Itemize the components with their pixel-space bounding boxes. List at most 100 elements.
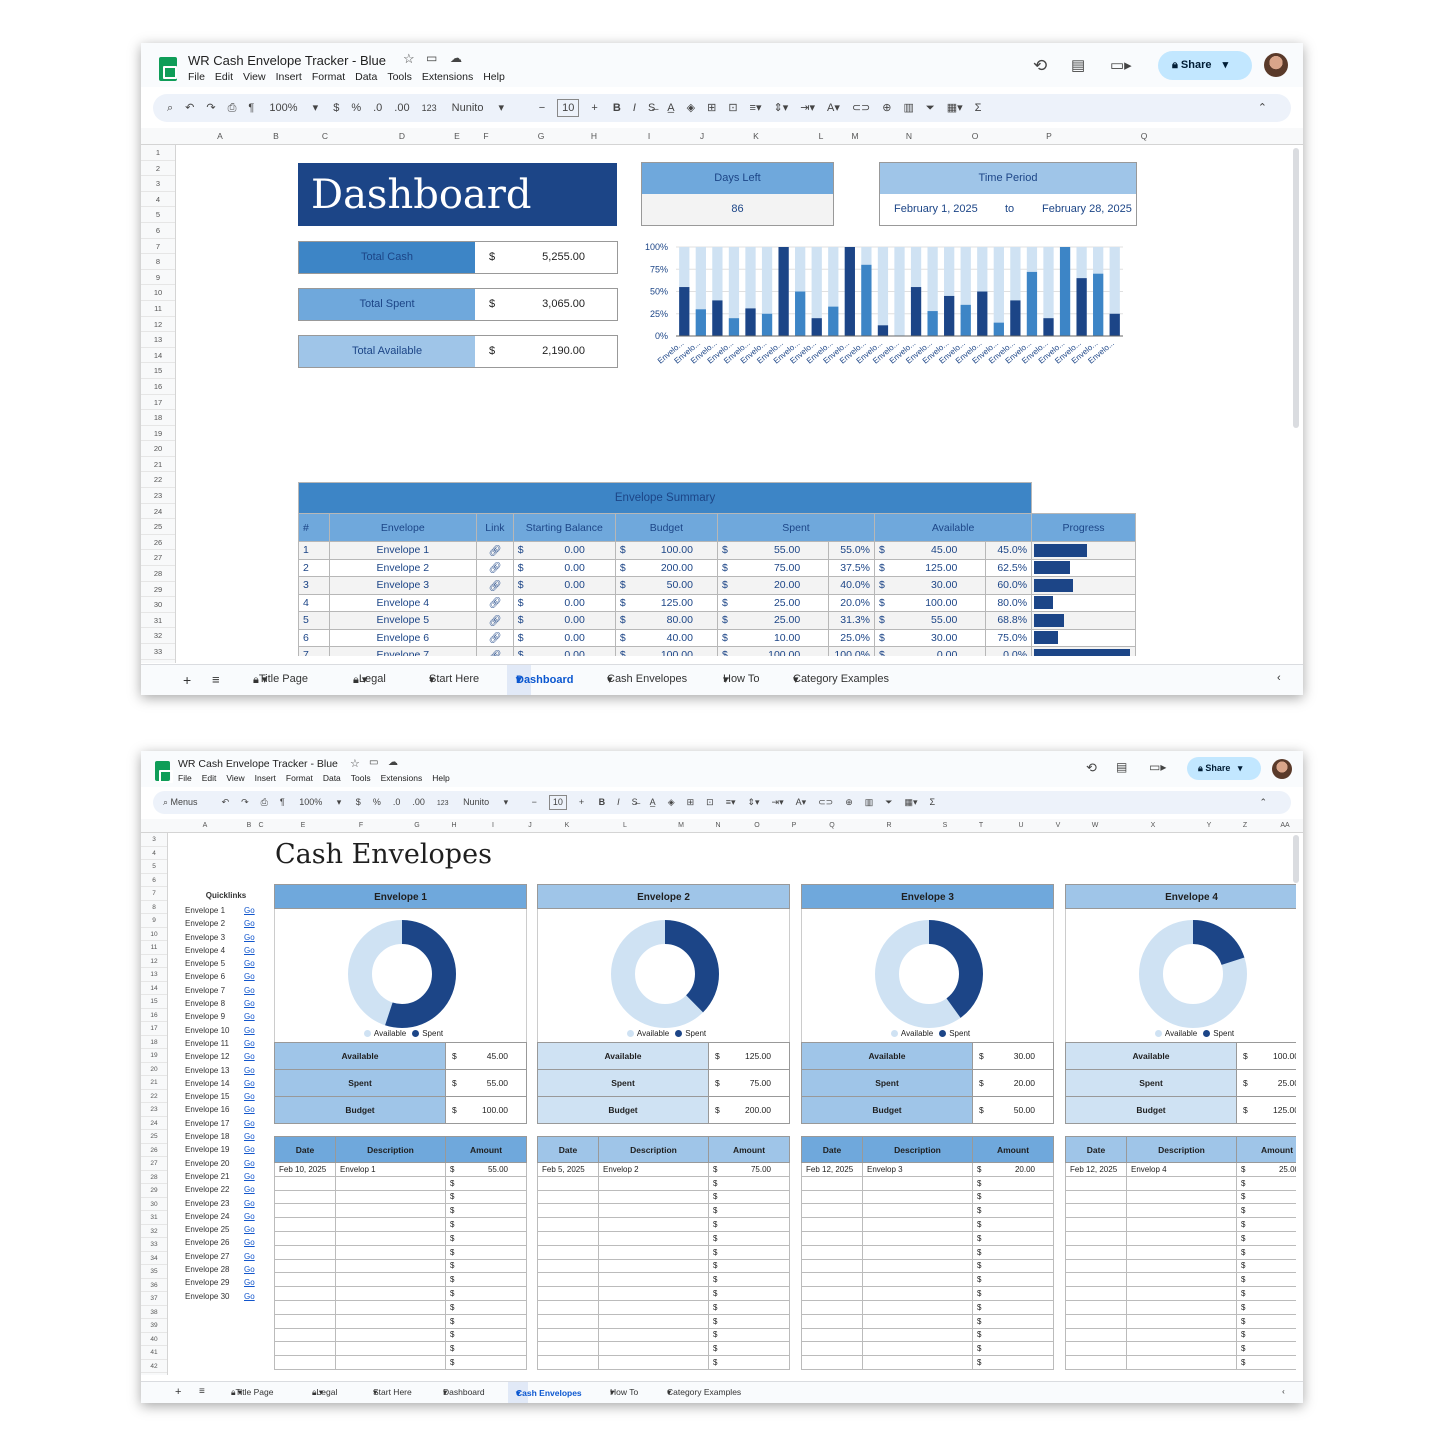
link-icon[interactable]: 🔗︎ (476, 541, 514, 560)
empty-cell[interactable] (1126, 1286, 1237, 1301)
empty-cell[interactable] (986, 1355, 1054, 1370)
empty-cell[interactable] (1065, 1175, 1127, 1191)
column-header[interactable]: Q (1140, 131, 1148, 141)
link-icon[interactable]: 🔗︎ (476, 558, 514, 577)
column-header[interactable]: G (414, 822, 420, 829)
empty-cell[interactable] (459, 1175, 527, 1191)
empty-cell[interactable] (274, 1230, 336, 1246)
menu-edit[interactable]: Edit (201, 773, 217, 783)
empty-cell[interactable] (1250, 1244, 1296, 1260)
row-header[interactable]: 27 (141, 550, 175, 567)
empty-cell[interactable] (598, 1258, 709, 1274)
transaction-row[interactable]: $ (537, 1175, 790, 1191)
valign-icon[interactable]: ⇕▾ (747, 797, 760, 807)
strikethrough-icon[interactable]: S̶ (647, 102, 656, 114)
transaction-row[interactable]: $ (801, 1230, 1054, 1246)
history-icon[interactable]: ⟲ (1086, 760, 1097, 775)
tab-category-examples[interactable]: Category Examples ▾ (667, 1387, 742, 1397)
row-header[interactable]: 27 (141, 1157, 167, 1171)
empty-cell[interactable] (459, 1258, 527, 1274)
meet-icon[interactable]: ▭▸ (1110, 57, 1132, 74)
empty-cell[interactable] (459, 1341, 527, 1357)
vertical-scrollbar[interactable] (1293, 148, 1299, 428)
doc-title[interactable]: WR Cash Envelope Tracker - Blue (188, 53, 386, 68)
transaction-row[interactable]: $ (537, 1327, 790, 1343)
valign-icon[interactable]: ⇕▾ (773, 102, 789, 114)
row-header[interactable]: 37 (141, 1292, 167, 1306)
insert-comment-icon[interactable]: ⊕ (845, 797, 853, 807)
column-header[interactable]: S (942, 822, 948, 829)
empty-cell[interactable] (801, 1258, 863, 1274)
row-header[interactable]: 13 (141, 332, 175, 348)
all-sheets-icon[interactable]: ≡ (212, 672, 220, 687)
transaction-row[interactable]: $ (274, 1313, 527, 1329)
chevron-left-icon[interactable]: ‹ (1282, 1386, 1285, 1396)
empty-cell[interactable] (801, 1313, 863, 1329)
menu-insert[interactable]: Insert (254, 773, 276, 783)
row-header[interactable]: 21 (141, 1076, 167, 1090)
menu-data[interactable]: Data (355, 71, 378, 83)
transaction-row[interactable]: $ (274, 1203, 527, 1219)
cloud-icon[interactable]: ☁ (450, 51, 462, 65)
empty-cell[interactable] (537, 1299, 599, 1315)
empty-cell[interactable] (986, 1230, 1054, 1246)
empty-cell[interactable] (722, 1286, 790, 1301)
empty-cell[interactable] (862, 1327, 973, 1343)
tab-dashboard[interactable]: Dashboard ▾ (507, 665, 573, 695)
empty-cell[interactable] (537, 1341, 599, 1357)
row-header[interactable]: 29 (141, 1184, 167, 1198)
transaction-row[interactable]: $ (801, 1217, 1054, 1232)
menu-data[interactable]: Data (322, 773, 341, 783)
empty-cell[interactable] (459, 1313, 527, 1329)
transaction-row[interactable]: $ (274, 1258, 527, 1274)
empty-cell[interactable] (1126, 1299, 1237, 1315)
collapse-toolbar-icon[interactable]: ⌃ (1257, 102, 1267, 114)
row-header[interactable]: 20 (141, 441, 175, 457)
row-header[interactable]: 34 (141, 1252, 167, 1265)
empty-cell[interactable] (598, 1313, 709, 1329)
empty-cell[interactable] (459, 1286, 527, 1301)
row-header[interactable]: 5 (141, 207, 175, 223)
empty-cell[interactable] (1126, 1189, 1237, 1205)
sheets-logo-icon[interactable] (155, 761, 173, 783)
row-header[interactable]: 31 (141, 613, 175, 629)
insert-chart-icon[interactable]: ▥ (864, 797, 874, 807)
menu-edit[interactable]: Edit (214, 71, 234, 83)
transaction-row[interactable]: $ (537, 1355, 790, 1370)
empty-cell[interactable] (335, 1272, 446, 1288)
column-header[interactable]: M (678, 822, 684, 829)
row-header[interactable]: 22 (141, 1090, 167, 1103)
column-header[interactable]: O (971, 131, 979, 141)
column-header[interactable]: M (851, 131, 859, 141)
row-header[interactable]: 18 (141, 1036, 167, 1049)
align-icon[interactable]: ≡▾ (725, 797, 736, 807)
row-header[interactable]: 10 (141, 285, 175, 301)
transaction-row[interactable]: $ (1065, 1217, 1296, 1232)
empty-cell[interactable] (986, 1272, 1054, 1288)
envelope-donut-chart[interactable]: Available Spent (274, 909, 527, 1042)
empty-cell[interactable] (1250, 1341, 1296, 1357)
empty-cell[interactable] (862, 1244, 973, 1260)
folder-icon[interactable]: ▭ (426, 51, 438, 65)
empty-cell[interactable] (274, 1299, 336, 1315)
row-header[interactable]: 33 (141, 644, 175, 660)
column-header[interactable]: N (905, 131, 913, 141)
row-header[interactable]: 17 (141, 1022, 167, 1036)
quicklink-go-link[interactable]: Go (244, 999, 255, 1009)
empty-cell[interactable] (459, 1230, 527, 1246)
row-header[interactable]: 12 (141, 955, 167, 968)
empty-cell[interactable] (862, 1258, 973, 1274)
column-header[interactable]: K (564, 822, 570, 829)
empty-cell[interactable] (274, 1313, 336, 1329)
menu-file[interactable]: File (178, 773, 192, 783)
row-header[interactable]: 21 (141, 457, 175, 473)
star-icon[interactable]: ☆ (350, 758, 360, 770)
empty-cell[interactable] (274, 1286, 336, 1301)
empty-cell[interactable] (459, 1244, 527, 1260)
envelope-donut-chart[interactable]: Available Spent (1065, 909, 1296, 1042)
transaction-row[interactable]: $ (1065, 1203, 1296, 1219)
sheets-logo-icon[interactable] (159, 57, 177, 81)
zoom-select[interactable]: 100% ▾ (269, 94, 318, 122)
quicklink-go-link[interactable]: Go (244, 1052, 255, 1062)
